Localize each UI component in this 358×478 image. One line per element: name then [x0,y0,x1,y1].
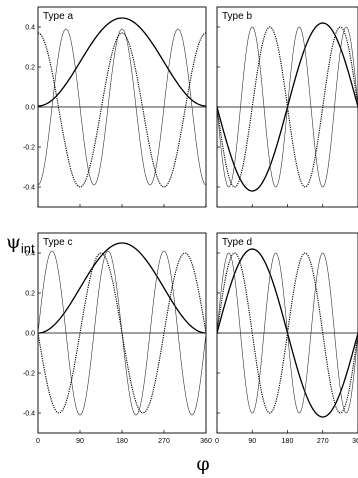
x-tick-label: 360 [352,438,358,445]
series-line-dotted [217,252,358,414]
series-line-dotted [38,32,206,188]
x-tick-label: 360 [200,438,212,445]
y-axis-subscript: int [21,241,35,256]
series-line-solid [38,17,206,107]
panel-4: 0 90 180 270 360 Type d [215,232,358,445]
panel-1: -0.4 -0.2 0.0 0.2 0.4 Type a [23,6,207,208]
panel-2: Type b [216,6,358,208]
panel-3: -0.4 -0.2 0.0 0.2 0.4 0 90 180 270 360 Type c [23,232,212,445]
curves [217,22,358,192]
y-tick-label: 0.2 [25,291,35,298]
y-axis-symbol: ψ [6,231,21,253]
panel-title: Type b [222,11,252,22]
series-line-thin [38,28,206,186]
y-tick-label: 0.0 [25,105,35,112]
y-axis-label: ψint [6,231,35,256]
y-tick-label: -0.2 [23,371,35,378]
y-tick-label: 0.4 [25,25,35,32]
panel-title: Type c [43,237,72,248]
x-tick-label: 180 [282,438,294,445]
x-tick-label: 0 [215,438,219,445]
x-tick-label: 0 [36,438,40,445]
y-tick-label: 0.4 [25,251,35,258]
x-tick-label: 270 [158,438,170,445]
curves [38,242,206,416]
x-tick-label: 90 [248,438,256,445]
x-tick-label: 180 [116,438,128,445]
y-tick-label: -0.4 [23,411,35,418]
x-axis-label: φ [196,453,209,475]
series-line-solid [38,242,206,334]
panel-title: Type d [222,237,252,248]
x-tick-label: 270 [317,438,329,445]
y-tick-label: 0.2 [25,65,35,72]
series-line-dotted [217,26,358,188]
y-tick-label: -0.4 [23,185,35,192]
y-tick-label: -0.2 [23,145,35,152]
panels: -0.4 -0.2 0.0 0.2 0.4 Type a Type b -0.4 -0.2 0.0… [23,6,358,445]
curves [38,17,206,188]
curves [217,248,358,418]
y-tick-label: 0.0 [25,331,35,338]
x-tick-label: 90 [76,438,84,445]
panel-title: Type a [43,11,73,22]
series-line-dotted [38,252,206,414]
